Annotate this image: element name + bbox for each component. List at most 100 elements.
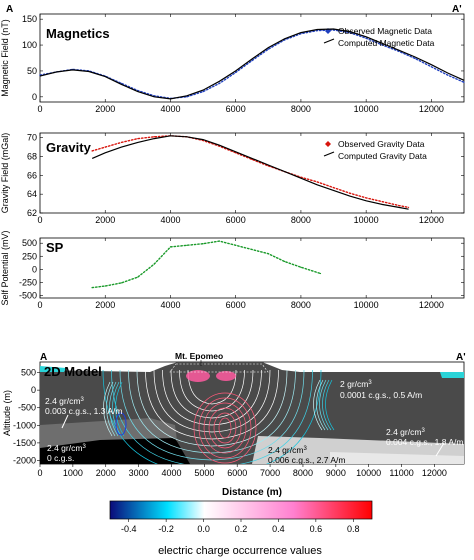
annotation-arrow-right (435, 442, 445, 457)
colorbar-ticks: -0.4 -0.2 0.0 0.2 0.4 0.6 0.8 (121, 519, 360, 534)
data-point (169, 246, 172, 248)
colorbar-tick-label: 0.8 (347, 524, 360, 534)
model-layer-right-bottom (330, 452, 464, 464)
y-tick-label: 62 (27, 208, 37, 218)
legend-label: Observed Magnetic Data (338, 26, 432, 36)
contour-left (109, 381, 119, 437)
model-x-tick-label: 4000 (161, 468, 181, 478)
data-point (349, 192, 351, 194)
y-tick-label: -250 (19, 277, 37, 287)
model-x-tick-label: 0 (37, 468, 42, 478)
data-point (120, 282, 123, 284)
corner-label-a-model: A (40, 352, 47, 363)
y-tick-label: 66 (27, 170, 37, 180)
data-point (407, 206, 410, 208)
y-tick-label: 64 (27, 189, 37, 199)
gravity-panel: 0 2000 4000 6000 8000 10000 12000 62 64 66 68 70 Gra… (0, 132, 465, 225)
data-point (463, 81, 465, 83)
colorbar-tick-label: -0.2 (158, 524, 174, 534)
annotation-basement-props: 0 c.g.s. (47, 453, 74, 463)
y-axis-label: Self Potential (mV) (0, 230, 10, 305)
y-tick-label: 150 (22, 14, 37, 24)
model-y-tick-label: -1000 (13, 420, 36, 430)
data-point (137, 138, 139, 140)
contour-positive (218, 417, 232, 439)
x-tick-label: 0 (37, 300, 42, 310)
legend-label: Computed Magnetic Data (338, 38, 435, 48)
contour-positive (203, 402, 247, 454)
data-point (202, 91, 204, 93)
contour-line (179, 369, 245, 412)
y-tick-label: 50 (27, 66, 37, 76)
contour-positive (213, 412, 237, 444)
x-tick-label: 2000 (95, 104, 115, 114)
data-point (365, 37, 367, 39)
contour-positive (193, 392, 257, 464)
contour-line (162, 369, 262, 426)
data-point (39, 74, 41, 76)
data-point (430, 66, 432, 68)
annotation-arrow-left (61, 414, 69, 429)
annotation-lower-right-density: 2.4 gr/cm3 (386, 427, 425, 437)
y-tick-label: 0 (32, 92, 37, 102)
corner-label-a-prime-model: A' (456, 352, 466, 363)
colorbar-tick-label: 0.0 (197, 524, 210, 534)
model-y-tick-label: 500 (21, 368, 36, 378)
x-tick-label: 8000 (291, 215, 311, 225)
data-point (300, 266, 302, 268)
contour-left (112, 381, 122, 437)
data-point (316, 181, 318, 183)
data-point (319, 272, 322, 275)
contour-left (106, 381, 116, 437)
data-point (284, 260, 286, 263)
data-point (218, 240, 220, 242)
data-point (251, 248, 253, 251)
contour-line (128, 369, 296, 454)
low-charge-body (115, 412, 127, 436)
annotation-lower-mid-props: 0.006 c.g.s., 2.7 A/m (268, 455, 346, 465)
x-tick-label: 12000 (419, 215, 444, 225)
colorbar-label: electric charge occurrence values (158, 545, 322, 557)
model-axes: 0 1000 2000 3000 4000 5000 6000 7000 8000 9000 100… (13, 368, 447, 478)
data-point (398, 204, 400, 207)
hotspot-left (186, 370, 210, 382)
contour-right (319, 379, 329, 431)
data-point (332, 29, 335, 31)
colorbar-tick-label: 0.2 (235, 524, 248, 534)
y-tick-label: 250 (22, 251, 37, 261)
model-x-tick-label: 7000 (260, 468, 280, 478)
plot-frame (39, 237, 465, 299)
x-tick-label: 6000 (226, 104, 246, 114)
model-ylabel: Altitude (m) (2, 390, 12, 436)
corner-label-a-prime: A' (452, 4, 462, 15)
contour-left (115, 381, 125, 437)
annotation-basement-density: 2.4 gr/cm3 (47, 443, 86, 453)
data-point (300, 33, 302, 35)
data-point (447, 74, 449, 76)
contour-line (111, 369, 313, 464)
contour-right (313, 379, 323, 431)
data-point (316, 29, 318, 32)
data-point (104, 285, 106, 287)
legend-marker-swatch (325, 141, 331, 147)
model-title: 2D Model (44, 364, 102, 379)
annotation-upper-left-props: 0.003 c.g.s., 1.3 A/m (45, 406, 123, 416)
annotation-upper-right-density: 2 gr/cm3 (340, 379, 372, 389)
x-tick-label: 6000 (226, 300, 246, 310)
model-xlabel: Distance (m) (222, 487, 282, 498)
legend-line-swatch (323, 38, 335, 44)
x-tick-label: 10000 (354, 215, 379, 225)
model-x-tick-label: 5000 (194, 468, 214, 478)
data-point (202, 243, 204, 245)
legend-label: Computed Gravity Data (338, 151, 427, 161)
charge-contours (102, 369, 335, 464)
contour-line (136, 369, 288, 447)
contour-left (103, 381, 113, 437)
y-tick-label: 70 (27, 133, 37, 143)
x-tick-label: 4000 (160, 300, 180, 310)
data-point (251, 59, 253, 62)
model-x-tick-label: 9000 (326, 468, 346, 478)
x-tick-label: 2000 (95, 215, 115, 225)
contour-positive (198, 397, 252, 459)
